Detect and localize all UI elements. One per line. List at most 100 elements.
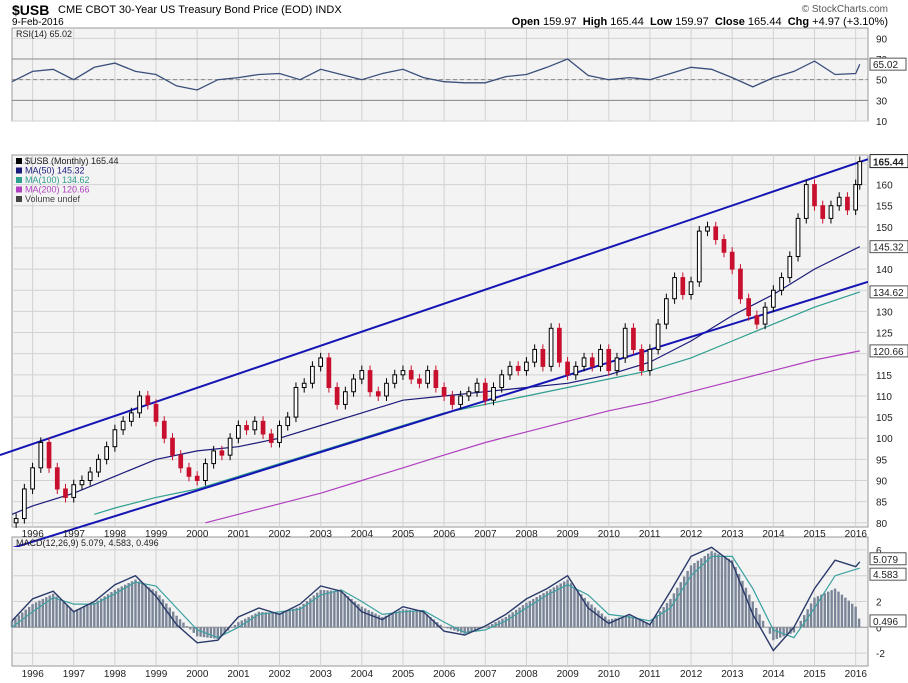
- macd-histogram-bar: [281, 612, 285, 628]
- macd-histogram-bar: [514, 609, 518, 628]
- macd-histogram-bar: [422, 611, 425, 628]
- macd-histogram-bar: [48, 595, 51, 628]
- macd-histogram-bar: [604, 616, 607, 628]
- ma-last-value-box: [869, 344, 908, 358]
- macd-histogram-bar: [353, 601, 357, 628]
- macd-histogram-bar: [374, 613, 377, 628]
- price-y-tick-label: 140: [876, 265, 893, 276]
- price-y-tick-label: 155: [876, 202, 893, 213]
- macd-histogram-bar: [192, 627, 195, 633]
- candle-body: [38, 441, 44, 469]
- macd-histogram-bar: [583, 597, 586, 628]
- macd-histogram-bar: [669, 598, 672, 628]
- macd-histogram-bar: [398, 610, 401, 628]
- candle-body: [631, 327, 636, 350]
- macd-histogram-bar: [682, 576, 686, 628]
- macd-histogram-bar: [748, 594, 751, 628]
- candle-body: [705, 226, 710, 232]
- candle-body: [318, 357, 324, 367]
- candle-body: [556, 327, 562, 363]
- candle-body: [458, 395, 463, 405]
- macd-y-tick-label: 6: [876, 546, 882, 557]
- macd-histogram-bar: [532, 598, 535, 628]
- candle-body: [836, 196, 842, 207]
- macd-x-tick-label: 2016: [845, 669, 868, 680]
- candle-body: [680, 277, 686, 296]
- candle-body: [120, 420, 126, 431]
- candle-body: [392, 374, 398, 384]
- macd-histogram-bar: [233, 624, 237, 628]
- macd-histogram-bar: [305, 601, 309, 628]
- macd-histogram-bar: [51, 593, 55, 628]
- close-label: Close: [714, 16, 745, 28]
- macd-histogram-bar: [816, 596, 820, 628]
- candle-body: [375, 391, 381, 397]
- macd-histogram-bar: [600, 613, 604, 628]
- macd-histogram-bar: [96, 600, 99, 628]
- candle-body: [499, 374, 505, 388]
- macd-histogram-bar: [730, 560, 734, 628]
- macd-x-tick-label: 2014: [762, 669, 785, 680]
- macd-histogram-bar: [223, 627, 226, 634]
- candle-body: [359, 370, 365, 380]
- macd-histogram-bar: [772, 627, 775, 641]
- price-x-tick-label: 2013: [721, 529, 744, 540]
- macd-x-tick-label: 2004: [351, 669, 374, 680]
- price-y-tick-label: 85: [876, 498, 888, 509]
- macd-histogram-bar: [147, 587, 151, 628]
- macd-histogram-bar: [316, 592, 319, 628]
- macd-histogram-bar: [717, 554, 720, 628]
- candle-body: [663, 298, 669, 325]
- macd-histogram-bar: [292, 608, 295, 628]
- candle-body: [614, 357, 620, 372]
- macd-x-tick-label: 2011: [639, 669, 661, 680]
- ohlc-summary: Open 159.97 High 165.44 Low 159.97 Close…: [512, 16, 888, 28]
- candle-body: [178, 454, 184, 469]
- price-x-tick-label: 2008: [515, 529, 538, 540]
- candle-body: [482, 382, 488, 401]
- macd-histogram-bar: [257, 611, 261, 628]
- candle-body: [795, 217, 801, 257]
- price-legend-swatch: [16, 167, 22, 174]
- last-price-box: [869, 154, 908, 169]
- macd-last-value-label: 0.496: [873, 617, 898, 628]
- macd-x-tick-label: 2013: [721, 669, 744, 680]
- candle-body: [532, 348, 538, 363]
- macd-histogram-bar: [199, 627, 202, 637]
- candle-body: [13, 518, 19, 524]
- macd-histogram-bar: [206, 627, 209, 638]
- macd-histogram-bar: [367, 610, 370, 628]
- macd-histogram-bar: [528, 600, 532, 628]
- macd-histogram-bar: [302, 603, 305, 628]
- candle-body: [548, 327, 554, 367]
- macd-histogram-bar: [549, 589, 552, 628]
- price-x-tick-label: 2014: [762, 529, 785, 540]
- price-y-tick-label: 160: [876, 181, 893, 192]
- macd-histogram-bar: [405, 609, 408, 628]
- macd-histogram-bar: [508, 614, 511, 628]
- macd-x-tick-label: 2000: [186, 669, 209, 680]
- macd-histogram-bar: [360, 606, 364, 628]
- candle-body: [762, 306, 768, 325]
- macd-histogram-bar: [621, 616, 624, 628]
- macd-histogram-bar: [250, 615, 254, 628]
- candle-body: [581, 357, 587, 367]
- candle-body: [779, 277, 784, 291]
- macd-histogram-bar: [768, 627, 772, 634]
- macd-histogram-bar: [840, 594, 844, 628]
- brand-watermark: © StockCharts.com: [801, 4, 888, 15]
- macd-x-tick-label: 2012: [680, 669, 703, 680]
- macd-histogram-bar: [521, 605, 525, 628]
- macd-line: [11, 546, 861, 652]
- macd-histogram-bar: [17, 615, 21, 628]
- macd-histogram-bar: [494, 622, 497, 628]
- rsi-panel-frame: [11, 27, 869, 122]
- macd-histogram-bar: [141, 583, 144, 628]
- macd-histogram-bar: [634, 618, 638, 628]
- macd-histogram-bar: [679, 582, 682, 628]
- macd-histogram-bar: [295, 607, 298, 628]
- macd-histogram-bar: [381, 616, 384, 628]
- macd-histogram-bar: [333, 590, 336, 628]
- macd-histogram-bar: [79, 607, 82, 628]
- macd-histogram-bar: [75, 609, 79, 628]
